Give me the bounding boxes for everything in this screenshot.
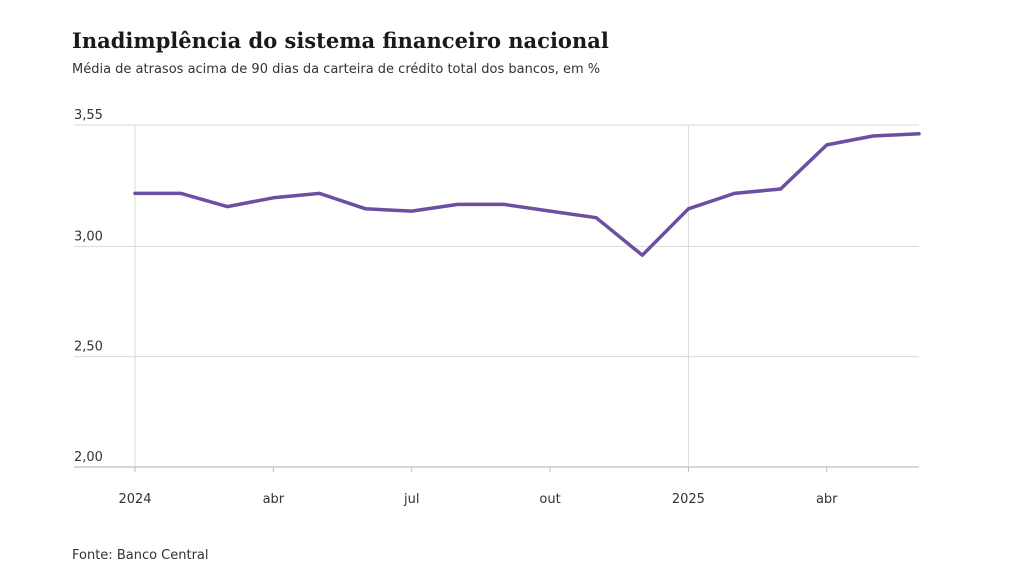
x-tick-label: jul [403, 492, 419, 507]
data-point [133, 191, 137, 195]
data-point [594, 216, 598, 220]
y-tick-label: 3,00 [74, 229, 103, 244]
x-tick-label: 2024 [118, 492, 151, 507]
data-point [779, 187, 783, 191]
data-point [686, 207, 690, 211]
data-point [410, 209, 414, 213]
y-tick-label: 2,00 [74, 450, 103, 465]
y-tick-label: 3,55 [74, 108, 103, 123]
data-point [733, 191, 737, 195]
data-point [548, 209, 552, 213]
x-tick-label: out [539, 492, 560, 507]
data-point [825, 143, 829, 147]
data-point [917, 132, 921, 136]
data-point [502, 202, 506, 206]
x-tick-label: abr [816, 492, 838, 507]
chart-subtitle: Média de atrasos acima de 90 dias da car… [72, 62, 601, 77]
source-note: Fonte: Banco Central [72, 548, 209, 563]
chart-title: Inadimplência do sistema financeiro naci… [72, 28, 609, 53]
data-point [179, 191, 183, 195]
data-point [225, 205, 229, 209]
data-point [456, 202, 460, 206]
data-point [640, 253, 644, 257]
data-point [364, 207, 368, 211]
x-tick-label: abr [263, 492, 285, 507]
series-line [133, 132, 921, 257]
data-point [317, 191, 321, 195]
x-tick-label: 2025 [672, 492, 705, 507]
data-point [871, 134, 875, 138]
y-tick-label: 2,50 [74, 340, 103, 355]
data-point [271, 196, 275, 200]
